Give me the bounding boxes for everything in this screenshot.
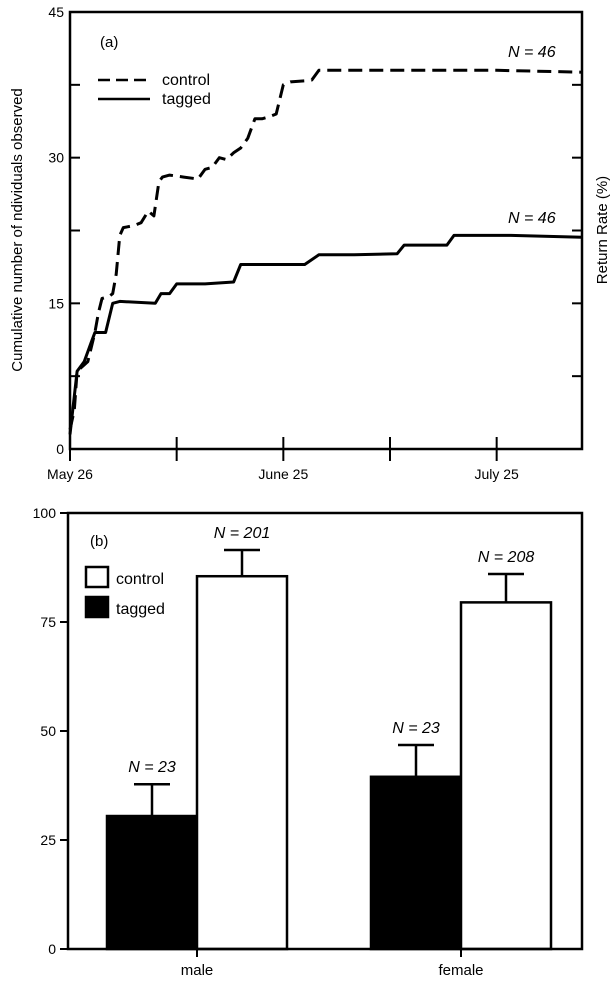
y-axis: 0 25 50 75 100 [33,505,68,957]
y-tick-label: 0 [56,441,64,457]
bar-n-label: N = 23 [128,759,176,776]
series-end-label: N = 46 [508,210,556,227]
bar-control [195,574,289,951]
legend-label: tagged [116,601,165,618]
legend-swatch-tagged [84,595,110,619]
series-end-label: N = 46 [508,44,556,61]
y-axis: 0 15 30 45 [48,4,582,457]
right-axis-title: Return Rate (%) [594,176,611,284]
y-tick-label: 15 [48,295,64,311]
legend: control tagged [98,72,211,108]
legend-swatch-control [84,565,110,589]
panel-label: (b) [90,533,108,550]
bar-n-label: N = 208 [478,549,535,566]
legend-label: tagged [162,91,211,108]
bar-n-label: N = 201 [214,525,270,542]
y-tick-label: 45 [48,4,64,20]
x-tick-label: June 25 [258,466,308,482]
y-tick-label: 30 [48,150,64,166]
panel-label: (a) [100,34,118,51]
legend: control tagged [84,565,165,619]
line-chart-panel: 0 15 30 45 May 26 June 25 July 25 (a) control… [9,4,611,482]
category-label: male [181,962,214,979]
series-lines [68,68,583,435]
category-label: female [438,962,483,979]
bar-chart-panel: 0 25 50 75 100 N = 23 N = 23 N = 201 N = 208 ma… [33,505,584,979]
legend-label: control [162,72,210,89]
x-axis: male female [181,949,484,979]
y-tick-label: 50 [40,723,56,739]
x-tick-label: July 25 [474,466,519,482]
plot-frame [68,10,584,451]
y-tick-label: 25 [40,832,56,848]
x-tick-label: May 26 [47,466,93,482]
bar-tagged [369,775,463,951]
plot-frame [66,511,584,951]
y-axis-title: Cumulative number of ndividuals observed [9,88,26,371]
legend-label: control [116,571,164,588]
y-tick-label: 100 [33,505,57,521]
bar-tagged [105,814,199,951]
bar-n-label: N = 23 [392,720,440,737]
series-line-tagged [68,233,583,435]
bars: N = 23 N = 23 N = 201 N = 208 [105,525,553,951]
y-tick-label: 75 [40,614,56,630]
y-tick-label: 0 [48,941,56,957]
series-line-control [68,68,583,430]
bar-control [459,601,553,951]
x-axis: May 26 June 25 July 25 [47,437,519,482]
